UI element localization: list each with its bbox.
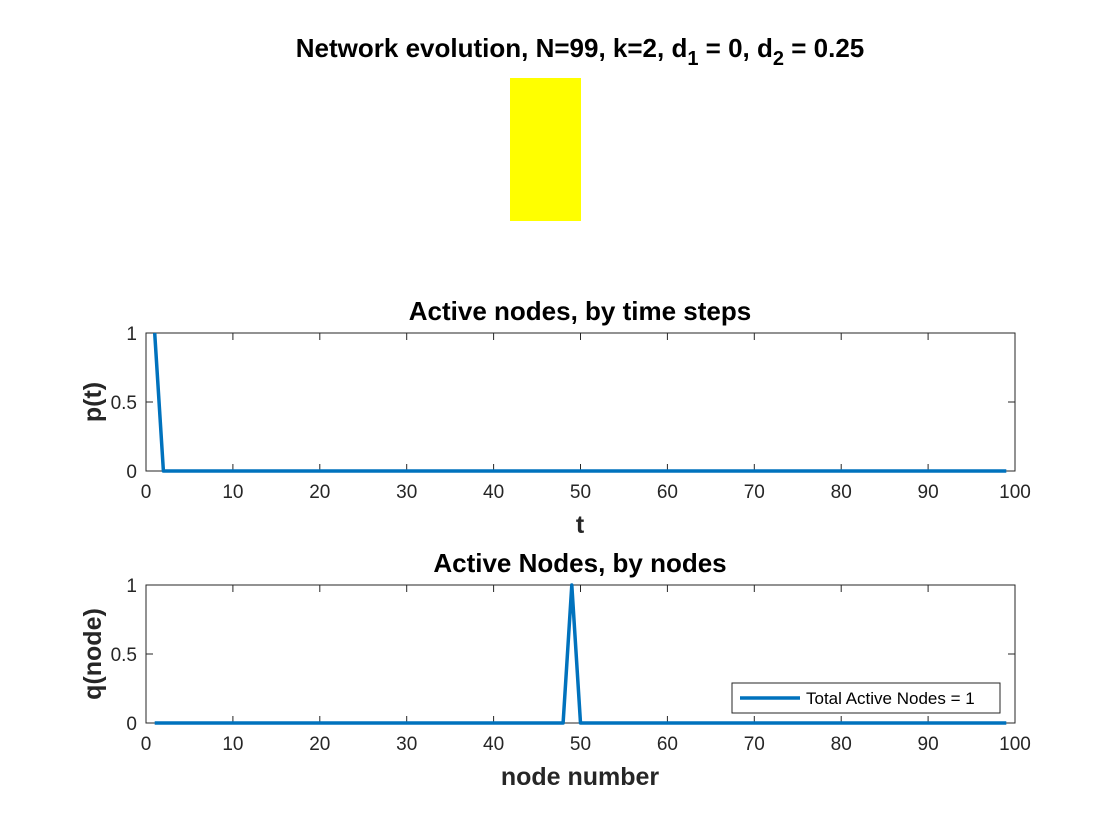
x-tick-label: 20	[309, 734, 330, 755]
x-tick-label: 0	[141, 734, 152, 755]
chart1-series-line	[152, 332, 1007, 473]
x-tick-label: 10	[222, 734, 243, 755]
y-tick-label: 1	[126, 576, 137, 597]
x-tick-label: 80	[831, 482, 852, 503]
x-tick-label: 70	[744, 482, 765, 503]
chart2-ylabel: q(node)	[79, 608, 107, 700]
y-tick-label: 0	[126, 714, 137, 735]
x-tick-label: 100	[999, 734, 1031, 755]
x-tick-label: 60	[657, 734, 678, 755]
heatmap-title-end: = 0.25	[784, 33, 864, 63]
chart2-xlabel: node number	[501, 763, 660, 791]
heatmap-title-main: Network evolution, N=99, k=2, d	[296, 33, 688, 63]
x-tick-label: 70	[744, 734, 765, 755]
chart2-series-line	[154, 583, 1007, 725]
x-tick-label: 10	[222, 482, 243, 503]
x-tick-label: 30	[396, 482, 417, 503]
heatmap-cell	[510, 78, 581, 221]
x-tick-label: 30	[396, 734, 417, 755]
heatmap-panel: Network evolution, N=99, k=2, d1 = 0, d2…	[296, 33, 864, 221]
chart2-legend: Total Active Nodes = 1	[731, 682, 1001, 714]
heatmap-title-mid: = 0, d	[698, 33, 772, 63]
x-tick-label: 20	[309, 482, 330, 503]
active-nodes-by-node-panel: Active Nodes, by nodes 0 10 20 30 40 50 60 70 80…	[79, 548, 1031, 791]
x-tick-label: 60	[657, 482, 678, 503]
x-tick-label: 50	[570, 734, 591, 755]
heatmap-title: Network evolution, N=99, k=2, d1 = 0, d2…	[296, 33, 864, 70]
y-tick-label: 1	[126, 324, 137, 345]
heatmap-title-sub2: 2	[773, 48, 784, 70]
x-tick-label: 0	[141, 482, 152, 503]
active-nodes-time-panel: Active nodes, by time steps 0 10 20 30 40 50 6…	[79, 296, 1031, 539]
legend-label: Total Active Nodes = 1	[806, 689, 975, 708]
x-tick-label: 40	[483, 482, 504, 503]
x-tick-label: 40	[483, 734, 504, 755]
heatmap-title-sub1: 1	[687, 48, 698, 70]
x-tick-label: 80	[831, 734, 852, 755]
y-tick-label: 0.5	[111, 645, 137, 666]
chart1-xlabel: t	[576, 511, 585, 539]
chart2-tick-group: 0 10 20 30 40 50 60 70 80 90 100 0 0.5 1	[111, 576, 1031, 755]
chart1-title: Active nodes, by time steps	[409, 296, 751, 326]
x-tick-label: 100	[999, 482, 1031, 503]
chart1-ylabel: p(t)	[79, 382, 107, 422]
x-tick-label: 50	[570, 482, 591, 503]
y-tick-label: 0	[126, 462, 137, 483]
chart2-title: Active Nodes, by nodes	[433, 548, 726, 578]
y-tick-label: 0.5	[111, 393, 137, 414]
x-tick-label: 90	[918, 734, 939, 755]
chart1-tick-group: 0 10 20 30 40 50 60 70 80 90 100 0 0.5 1	[111, 324, 1031, 503]
x-tick-label: 90	[918, 482, 939, 503]
